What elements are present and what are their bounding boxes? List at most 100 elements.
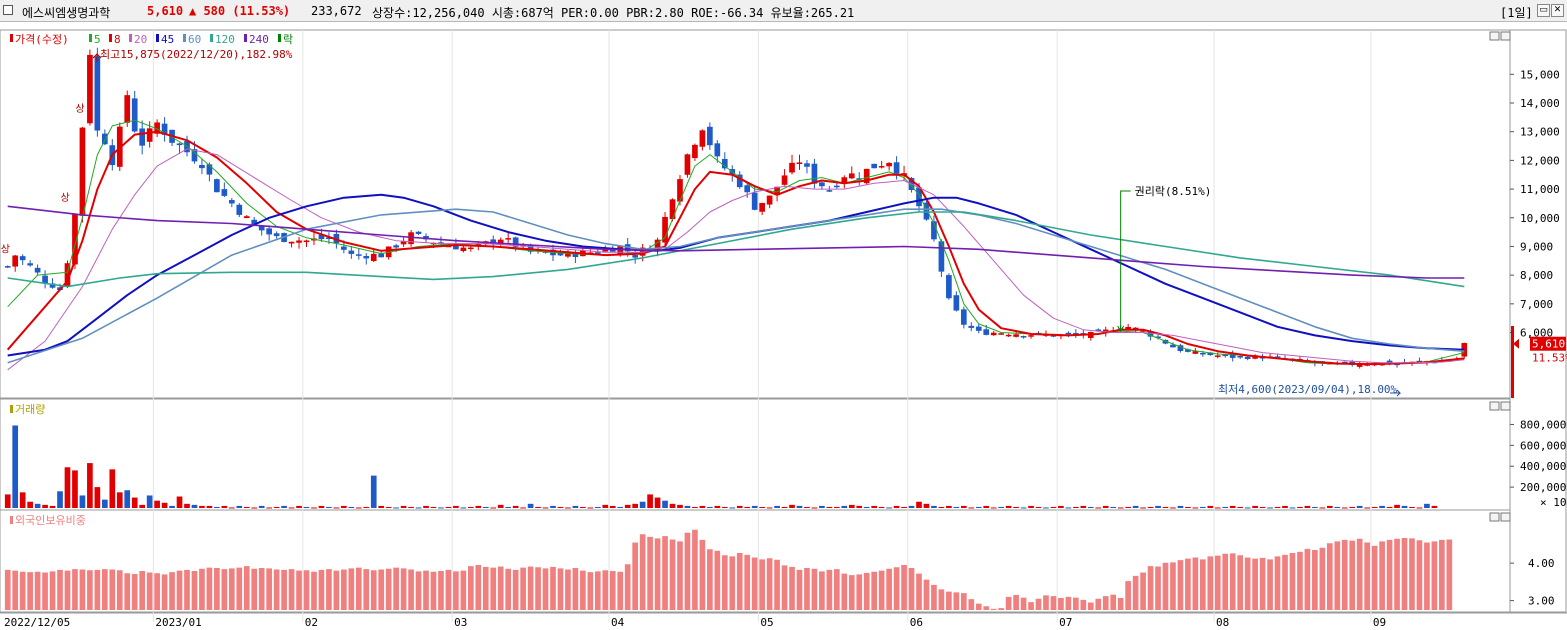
volume-bar xyxy=(751,505,758,508)
price-tick-label: 8,000 xyxy=(1520,269,1553,282)
volume-bar xyxy=(228,507,235,509)
x-tick-label: 2023/01 xyxy=(155,616,201,629)
select-checkbox[interactable] xyxy=(3,5,13,15)
volume-tick-label: 600,000 xyxy=(1520,439,1566,452)
volume-bar xyxy=(333,507,340,509)
volume-bar xyxy=(1065,507,1072,509)
volume-bar xyxy=(1214,507,1221,509)
candle-body xyxy=(968,325,975,328)
volume-bar xyxy=(116,492,123,508)
candle-body xyxy=(64,263,71,287)
foreign-bar xyxy=(124,573,131,610)
volume-bar xyxy=(1095,507,1102,509)
candle-body xyxy=(341,246,347,250)
price-maximize-icon[interactable] xyxy=(1500,31,1511,41)
candle-body xyxy=(228,200,235,204)
foreign-bar xyxy=(647,536,653,610)
candle-body xyxy=(27,263,33,266)
foreign-bar xyxy=(311,571,317,610)
volume-bar xyxy=(1043,507,1049,509)
foreign-bar xyxy=(1140,572,1146,610)
volume-bar xyxy=(863,506,870,508)
candle-body xyxy=(804,163,810,167)
foreign-bar xyxy=(475,565,482,610)
candle-body xyxy=(139,128,146,146)
foreign-minimize-icon[interactable] xyxy=(1489,512,1500,522)
foreign-bar xyxy=(1013,595,1019,610)
foreign-bar xyxy=(1252,558,1258,610)
volume-maximize-icon[interactable] xyxy=(1500,401,1511,411)
volume-bar xyxy=(1289,507,1296,509)
close-icon[interactable]: ✕ xyxy=(1551,4,1564,17)
volume-bar xyxy=(789,504,795,508)
foreign-bar xyxy=(363,569,370,610)
foreign-bar xyxy=(1297,551,1303,610)
legend-swatch xyxy=(278,34,281,42)
volume-bar xyxy=(557,506,564,508)
foreign-bar xyxy=(1259,557,1266,610)
volume-bar xyxy=(565,507,571,509)
candle-body xyxy=(1073,333,1079,336)
candle-body xyxy=(654,239,661,251)
foreign-bar xyxy=(520,567,526,610)
foreign-bar xyxy=(1125,581,1131,610)
foreign-bar xyxy=(1222,553,1229,610)
candle-body xyxy=(826,190,833,192)
candle-body xyxy=(736,174,743,188)
foreign-bar xyxy=(1341,539,1348,610)
x-tick-label: 05 xyxy=(760,616,773,629)
candle-body xyxy=(923,202,930,220)
volume-bar xyxy=(288,507,295,509)
volume-bar xyxy=(833,506,840,508)
foreign-bar xyxy=(781,565,788,610)
foreign-bar xyxy=(527,566,534,610)
limit-up-marker: 상 xyxy=(75,103,84,115)
limit-up-marker: 상 xyxy=(1,244,10,256)
foreign-bar xyxy=(1117,598,1124,610)
foreign-bar xyxy=(624,564,631,610)
foreign-bar xyxy=(378,569,385,610)
candle-body xyxy=(1140,330,1146,332)
volume-bar xyxy=(4,494,11,508)
foreign-tick-label: 4.00 xyxy=(1528,557,1555,570)
candle-body xyxy=(258,226,265,231)
x-tick-label: 09 xyxy=(1373,616,1386,629)
foreign-bar xyxy=(161,574,168,610)
volume-bar xyxy=(1431,505,1438,508)
foreign-bar xyxy=(57,569,63,610)
volume-bar xyxy=(1416,507,1423,509)
candle-body xyxy=(886,162,892,167)
price-minimize-icon[interactable] xyxy=(1489,31,1500,41)
restore-icon[interactable]: ▭ xyxy=(1537,4,1550,17)
foreign-bar xyxy=(721,555,728,610)
volume-bar xyxy=(1252,505,1258,508)
volume-minimize-icon[interactable] xyxy=(1489,401,1500,411)
volume-bar xyxy=(236,505,243,508)
foreign-maximize-icon[interactable] xyxy=(1500,512,1511,522)
volume-bar xyxy=(1229,505,1236,508)
price-panel xyxy=(0,29,1511,399)
foreign-bar xyxy=(1304,548,1311,610)
foreign-bar xyxy=(318,569,325,610)
volume-bar xyxy=(42,504,48,508)
foreign-bar xyxy=(856,574,863,610)
volume-bar xyxy=(393,507,399,509)
candle-body xyxy=(348,250,355,254)
foreign-bar xyxy=(490,567,497,610)
x-tick-label: 2022/12/05 xyxy=(4,616,70,629)
foreign-bar xyxy=(72,569,78,610)
foreign-tick-label: 3.00 xyxy=(1528,595,1555,608)
foreign-bar xyxy=(811,568,818,610)
volume-bar xyxy=(385,506,392,508)
foreign-bar xyxy=(1087,602,1094,610)
volume-bar xyxy=(938,506,945,508)
ma8-line xyxy=(6,130,1465,366)
candle-body xyxy=(1020,336,1027,338)
volume-bar xyxy=(542,507,549,509)
volume-bar xyxy=(311,507,317,509)
period-indicator[interactable]: [1일] xyxy=(1500,6,1533,20)
volume-bar xyxy=(1117,507,1124,509)
candle-body xyxy=(1095,329,1102,332)
foreign-bar xyxy=(482,566,489,610)
current-price-box xyxy=(1530,336,1566,351)
